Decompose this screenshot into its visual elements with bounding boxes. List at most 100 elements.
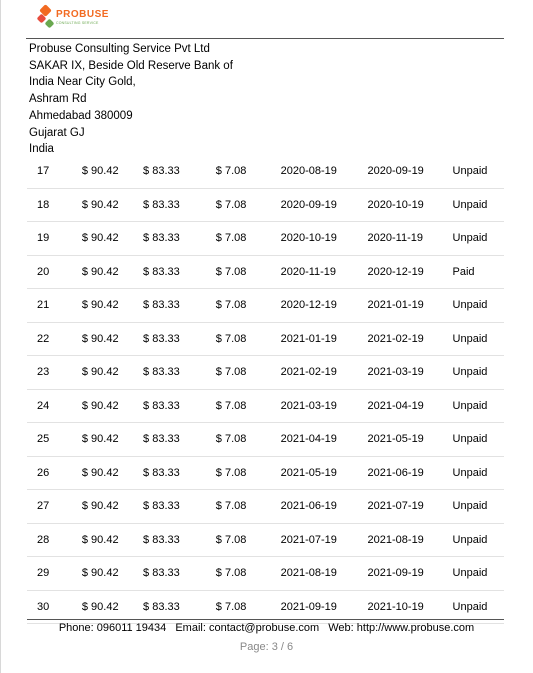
installment-status: Unpaid [452,188,504,222]
installment-interest: $ 7.08 [215,355,281,390]
installment-due-date: 2021-10-19 [367,590,453,624]
installment-status: Unpaid [452,523,504,557]
installment-due-date: 2021-01-19 [367,288,453,323]
installment-number: 29 [27,556,82,591]
installment-interest: $ 7.08 [215,255,281,289]
installment-principal: $ 83.33 [143,389,216,423]
table-row: 18 $ 90.42 $ 83.33 $ 7.08 2020-09-19 2020-10-… [27,188,504,222]
footer-phone: Phone: 096011 19434 [58,622,167,634]
table-row: 24 $ 90.42 $ 83.33 $ 7.08 2021-03-19 2021-04-… [27,389,504,423]
installment-number: 25 [27,422,82,457]
table-row: 27 $ 90.42 $ 83.33 $ 7.08 2021-06-19 2021-07-… [27,489,504,524]
installment-status: Unpaid [452,422,504,457]
installment-total: $ 90.42 [81,255,144,289]
installment-interest: $ 7.08 [215,322,281,356]
installment-principal: $ 83.33 [143,590,216,624]
footer-divider [27,619,504,620]
installment-total: $ 90.42 [81,422,144,457]
installment-interest: $ 7.08 [215,523,281,557]
installment-due-date: 2021-02-19 [367,322,453,356]
installment-interest: $ 7.08 [215,221,281,256]
installment-start-date: 2021-05-19 [280,456,368,490]
footer-contact: Phone: 096011 19434 Email: contact@probu… [0,622,533,634]
installment-due-date: 2021-06-19 [367,456,453,490]
installment-start-date: 2021-06-19 [280,489,368,524]
company-address: Probuse Consulting Service Pvt Ltd SAKAR… [29,41,233,158]
table-row: 17 $ 90.42 $ 83.33 $ 7.08 2020-08-19 2020-09-… [27,155,504,189]
installment-number: 27 [27,489,82,524]
installment-total: $ 90.42 [81,355,144,390]
address-line: Probuse Consulting Service Pvt Ltd [29,43,210,55]
installment-number: 28 [27,523,82,557]
installment-due-date: 2020-10-19 [367,188,453,222]
installment-interest: $ 7.08 [215,288,281,323]
installment-total: $ 90.42 [81,556,144,591]
installment-number: 21 [27,288,82,323]
installment-due-date: 2021-08-19 [367,523,453,557]
installment-due-date: 2021-04-19 [367,389,453,423]
installment-interest: $ 7.08 [215,422,281,457]
installment-start-date: 2020-10-19 [280,221,368,256]
installment-number: 20 [27,255,82,289]
address-line: India Near City Gold, [29,76,136,89]
installment-due-date: 2021-07-19 [367,489,453,524]
installment-principal: $ 83.33 [143,422,216,457]
installment-due-date: 2020-12-19 [367,255,453,289]
footer-email: Email: contact@probuse.com [175,622,320,634]
installment-number: 26 [27,456,82,490]
installment-principal: $ 83.33 [143,489,216,524]
installment-status: Unpaid [452,389,504,423]
installment-interest: $ 7.08 [215,489,281,524]
address-line: India [29,143,54,156]
installment-principal: $ 83.33 [143,355,216,390]
table-row: 30 $ 90.42 $ 83.33 $ 7.08 2021-09-19 2021-10-… [27,590,504,624]
installment-number: 17 [27,155,82,189]
installment-start-date: 2021-08-19 [280,556,368,591]
installment-number: 30 [27,590,82,624]
installment-total: $ 90.42 [81,322,144,356]
installment-start-date: 2020-11-19 [280,255,368,289]
installment-status: Unpaid [452,322,504,356]
installment-principal: $ 83.33 [143,322,216,356]
table-row: 23 $ 90.42 $ 83.33 $ 7.08 2021-02-19 2021-03-… [27,355,504,390]
installment-number: 19 [27,221,82,256]
address-line: SAKAR IX, Beside Old Reserve Bank of [29,59,233,72]
installment-principal: $ 83.33 [143,456,216,490]
installment-principal: $ 83.33 [143,556,216,591]
table-row: 22 $ 90.42 $ 83.33 $ 7.08 2021-01-19 2021-02-… [27,322,504,356]
installment-total: $ 90.42 [81,221,144,256]
installment-status: Unpaid [452,489,504,524]
installment-total: $ 90.42 [81,188,144,222]
installment-start-date: 2021-09-19 [280,590,368,624]
installment-start-date: 2021-04-19 [280,422,368,457]
installment-number: 24 [27,389,82,423]
table-row: 25 $ 90.42 $ 83.33 $ 7.08 2021-04-19 2021-05-… [27,422,504,457]
installment-start-date: 2020-09-19 [280,188,368,222]
installment-principal: $ 83.33 [143,288,216,323]
installment-interest: $ 7.08 [215,590,281,624]
installment-start-date: 2021-02-19 [280,355,368,390]
footer-web: Web: http://www.probuse.com [328,622,475,634]
installment-interest: $ 7.08 [215,155,281,189]
header-divider [26,38,504,39]
installment-due-date: 2021-09-19 [367,556,453,591]
table-row: 19 $ 90.42 $ 83.33 $ 7.08 2020-10-19 2020-11-… [27,221,504,256]
installment-number: 22 [27,322,82,356]
installment-due-date: 2021-03-19 [367,355,453,390]
table-row: 20 $ 90.42 $ 83.33 $ 7.08 2020-11-19 2020-12-… [27,255,504,289]
installment-total: $ 90.42 [81,288,144,323]
installment-total: $ 90.42 [81,456,144,490]
installment-status: Unpaid [452,456,504,490]
table-row: 26 $ 90.42 $ 83.33 $ 7.08 2021-05-19 2021-06-… [27,456,504,490]
installment-total: $ 90.42 [81,155,144,189]
installment-principal: $ 83.33 [143,523,216,557]
installment-number: 23 [27,355,82,390]
installment-status: Unpaid [452,355,504,390]
installment-principal: $ 83.33 [143,155,216,189]
installment-principal: $ 83.33 [143,255,216,289]
address-line: Gujarat GJ [29,126,85,139]
installment-status: Unpaid [452,155,504,189]
address-line: Ahmedabad 380009 [29,109,133,122]
page-edge [0,0,1,673]
installment-principal: $ 83.33 [143,188,216,222]
